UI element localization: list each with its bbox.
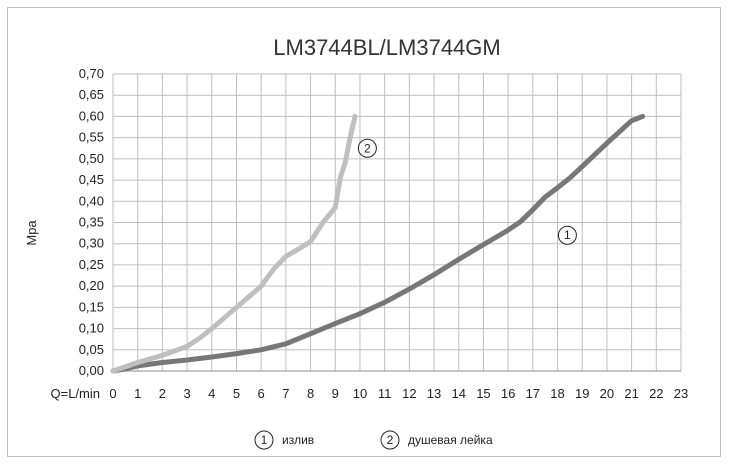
x-tick-label: 12 <box>402 386 416 401</box>
y-tick-label: 0,50 <box>79 151 104 166</box>
x-tick-label: 18 <box>550 386 564 401</box>
chart-title: LM3744BL/LM3744GM <box>273 35 500 60</box>
y-axis-label: Mpa <box>24 220 39 246</box>
y-tick-labels: 0,00 0,05 0,10 0,15 0,20 0,25 0,30 0,35 0,40 0,45… <box>79 66 104 378</box>
y-tick-label: 0,40 <box>79 193 104 208</box>
y-tick-label: 0,60 <box>79 108 104 123</box>
y-tick-label: 0,65 <box>79 87 104 102</box>
series-line-1 <box>110 113 646 374</box>
y-tick-label: 0,70 <box>79 66 104 81</box>
chart-frame <box>7 7 721 457</box>
x-tick-label: 1 <box>134 386 141 401</box>
legend-marker-circle <box>254 430 274 450</box>
series-marker-number: 1 <box>564 228 571 242</box>
y-tick-label: 0,25 <box>79 257 104 272</box>
y-tick-label: 0,35 <box>79 215 104 230</box>
x-tick-label: 9 <box>332 386 339 401</box>
x-tick-label: 20 <box>600 386 614 401</box>
x-tick-label: 3 <box>183 386 190 401</box>
legend-marker-number: 2 <box>387 433 394 447</box>
y-tick-label: 0,05 <box>79 342 104 357</box>
legend: 1 излив 2 душевая лейка <box>254 430 493 450</box>
y-tick-label: 0,00 <box>79 363 104 378</box>
series-markers: 12 <box>357 138 577 245</box>
x-tick-label: 5 <box>233 386 240 401</box>
series-marker-circle <box>557 225 577 245</box>
x-tick-label: 8 <box>307 386 314 401</box>
x-tick-label: 13 <box>427 386 441 401</box>
series-line-2 <box>110 113 358 374</box>
x-axis-label: Q=L/min <box>51 386 101 401</box>
legend-marker-number: 1 <box>261 433 268 447</box>
x-tick-label: 11 <box>378 386 392 401</box>
x-tick-label: 23 <box>674 386 688 401</box>
x-tick-label: 22 <box>649 386 663 401</box>
series-marker-circle <box>357 138 377 158</box>
y-tick-label: 0,30 <box>79 236 104 251</box>
x-tick-labels: 0 1 2 3 4 5 6 7 8 9 10 11 12 13 14 15 16 17 18 19 20 21 22 23 <box>109 386 688 401</box>
series-layer <box>110 113 646 374</box>
x-tick-label: 19 <box>575 386 589 401</box>
x-tick-label: 0 <box>109 386 116 401</box>
y-tick-label: 0,20 <box>79 278 104 293</box>
x-tick-label: 10 <box>353 386 367 401</box>
x-tick-label: 14 <box>452 386 466 401</box>
y-tick-label: 0,55 <box>79 130 104 145</box>
legend-label: душевая лейка <box>408 433 493 447</box>
series-marker-number: 2 <box>364 141 371 155</box>
x-tick-label: 6 <box>258 386 265 401</box>
x-tick-label: 4 <box>208 386 215 401</box>
y-tick-label: 0,15 <box>79 299 104 314</box>
x-tick-label: 16 <box>501 386 515 401</box>
grid <box>112 73 682 372</box>
legend-marker-circle <box>380 430 400 450</box>
legend-label: излив <box>282 433 314 447</box>
x-tick-label: 15 <box>476 386 490 401</box>
y-tick-label: 0,45 <box>79 172 104 187</box>
y-tick-label: 0,10 <box>79 321 104 336</box>
x-tick-label: 17 <box>526 386 540 401</box>
x-tick-label: 21 <box>624 386 638 401</box>
x-tick-label: 7 <box>282 386 289 401</box>
x-tick-label: 2 <box>159 386 166 401</box>
